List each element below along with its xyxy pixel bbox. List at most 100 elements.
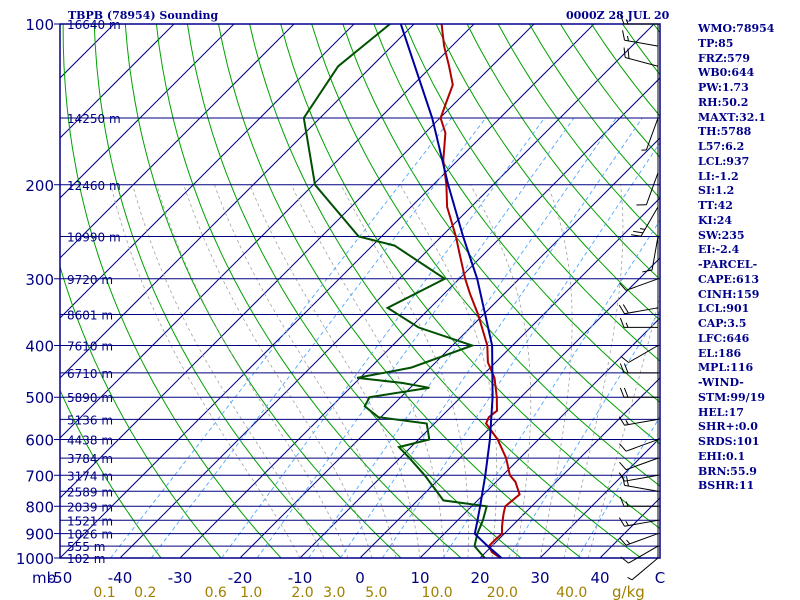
mixing-ratio-tick-label: 20.0: [487, 585, 518, 600]
wind-barb-shaft: [640, 206, 659, 237]
mixing-ratio-tick-label: 3.0: [323, 585, 345, 600]
mixing-ratio-line: [110, 117, 452, 558]
stat-row: TP:85: [698, 36, 734, 50]
wind-barb: [619, 496, 658, 507]
wind-barb-shaft: [645, 172, 659, 205]
height-label: 8601 m: [67, 309, 113, 323]
temperature-tick-label: -10: [288, 569, 313, 587]
wind-barb-flag: [619, 282, 627, 291]
pressure-unit-label: mb: [32, 569, 56, 587]
wind-barb: [619, 439, 659, 452]
wind-barb: [618, 517, 659, 527]
temperature-tick-label: -20: [228, 569, 253, 587]
stat-row: L57:6.2: [698, 140, 745, 153]
wind-barb-half-flag: [627, 577, 633, 581]
wind-barb-shaft: [628, 545, 659, 564]
wind-barb-shaft: [625, 533, 659, 546]
height-label: 3784 m: [67, 452, 113, 466]
height-label: 1026 m: [67, 528, 113, 542]
parcel-trace: [399, 24, 503, 558]
plot-area: [60, 24, 660, 558]
wind-barb: [620, 345, 659, 363]
stat-row: MPL:116: [698, 361, 754, 375]
stat-row: SRDS:101: [698, 435, 760, 448]
wind-barb-flag: [622, 475, 626, 486]
isotherm-line: [60, 24, 355, 319]
stat-row: PW:1.73: [698, 81, 749, 94]
isotherm-line: [239, 137, 660, 558]
stats-panel: WMO:78954 TP:85 FRZ:579 WB0:644 PW:1.73 RH:50…: [698, 22, 774, 494]
isotherm-line: [60, 24, 175, 139]
wind-barb: [622, 475, 659, 492]
wind-barb-shaft: [624, 307, 659, 315]
isotherm-line: [299, 197, 660, 558]
stat-row: KI:24: [698, 213, 733, 227]
pressure-tick-label: 700: [25, 467, 54, 485]
wind-barb-shaft: [625, 278, 659, 291]
stat-row: -PARCEL-: [698, 258, 758, 271]
mixing-ratio-unit-label: g/kg: [612, 583, 645, 600]
height-label: 7610 m: [67, 340, 113, 354]
wind-barb-half-flag: [625, 520, 629, 526]
wind-barb: [618, 416, 659, 426]
temperature-trace: [439, 24, 521, 558]
stat-row: RH:50.2: [698, 95, 749, 109]
stat-row: EL:186: [698, 346, 742, 360]
temperature-tick-label: -40: [108, 569, 133, 587]
temperature-tick-label: 0: [355, 569, 365, 587]
stat-row: EI:-2.4: [698, 243, 740, 257]
wind-barb-flag: [618, 304, 625, 314]
stat-row: SHR+:0.0: [698, 420, 758, 434]
pressure-tick-label: 1000: [16, 550, 54, 568]
isotherm-line: [359, 257, 660, 558]
pressure-tick-label: 800: [25, 498, 54, 516]
moist-adiabat: [340, 184, 469, 558]
wind-barb-flag: [620, 355, 629, 363]
temperature-tick-label: C: [655, 569, 665, 587]
height-label: 6710 m: [67, 367, 113, 381]
dewpoint-trace: [302, 24, 488, 558]
wind-barb: [623, 47, 659, 67]
wind-barb-flag: [619, 443, 627, 452]
moist-adiabat: [183, 184, 373, 558]
wind-barb-flag: [618, 416, 625, 426]
wind-barb: [619, 363, 658, 374]
stat-row: LFC:646: [698, 331, 750, 345]
isotherm-line: [60, 24, 235, 199]
mixing-ratio-line: [577, 415, 660, 558]
mixing-ratio-line: [150, 117, 487, 558]
pressure-tick-label: 300: [25, 271, 54, 289]
dry-adiabat: [778, 24, 800, 558]
pressure-tick-label: 600: [25, 432, 54, 450]
wind-barb: [620, 545, 659, 564]
wind-barb-half-flag: [625, 322, 629, 328]
wind-barb-shaft: [625, 56, 659, 67]
plot-frame: [59, 23, 661, 559]
wind-barb-shaft: [628, 345, 659, 363]
temperature-tick-label: 40: [590, 569, 609, 587]
mixing-ratio-tick-label: 0.6: [205, 585, 227, 600]
wind-barb-shaft: [631, 557, 659, 581]
isotherm-line: [60, 24, 475, 439]
stat-row: FRZ:579: [698, 51, 751, 65]
isotherm-line: [479, 377, 660, 558]
wind-barb: [619, 14, 658, 25]
wind-barb-flag: [623, 47, 626, 58]
mixing-ratio-tick-label: 5.0: [365, 585, 387, 600]
height-label: 9720 m: [67, 273, 113, 287]
mixing-ratio-line: [381, 141, 660, 558]
stat-row: LCL:937: [698, 154, 750, 168]
stat-row: SW:235: [698, 228, 745, 242]
isotherm-line: [179, 77, 660, 558]
mixing-ratio-tick-label: 0.1: [93, 585, 115, 600]
wind-barb-shaft: [645, 117, 659, 151]
wind-barb-flag: [623, 387, 629, 398]
stat-row: WMO:78954: [698, 22, 775, 35]
mixing-ratio-line: [507, 309, 660, 558]
stat-row: TT:42: [698, 199, 733, 212]
wind-barb-flag: [618, 517, 625, 527]
temperature-tick-label: -50: [48, 569, 73, 587]
height-label: 2589 m: [67, 485, 113, 499]
mixing-ratio-tick-label: 10.0: [422, 585, 453, 600]
